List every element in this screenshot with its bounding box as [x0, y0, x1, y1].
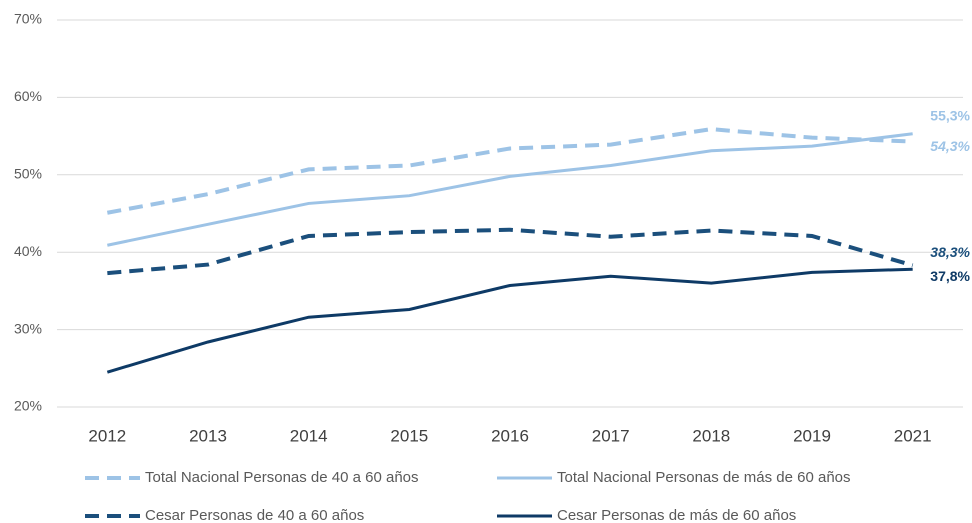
x-tick-label: 2018: [692, 426, 730, 445]
series-line: [107, 227, 914, 276]
legend-label: Total Nacional Personas de 40 a 60 años: [145, 469, 419, 486]
y-tick-label: 70%: [14, 11, 42, 27]
x-tick-label: 2013: [189, 426, 227, 445]
y-tick-label: 30%: [14, 320, 42, 336]
value-label: 54,3%: [930, 138, 970, 154]
y-tick-label: 20%: [14, 398, 42, 414]
x-tick-label: 2012: [88, 426, 126, 445]
x-tick-label: 2021: [894, 426, 932, 445]
series-line: [106, 127, 913, 215]
legend-label: Total Nacional Personas de más de 60 año…: [557, 469, 851, 486]
y-tick-label: 50%: [14, 166, 42, 182]
y-tick-label: 40%: [14, 243, 42, 259]
legend-label: Cesar Personas de 40 a 60 años: [145, 507, 364, 523]
value-label: 38,3%: [930, 244, 970, 260]
x-tick-label: 2019: [793, 426, 831, 445]
value-label: 37,8%: [930, 268, 970, 284]
x-tick-label: 2014: [290, 426, 328, 445]
x-tick-label: 2016: [491, 426, 529, 445]
y-tick-label: 60%: [14, 88, 42, 104]
legend-label: Cesar Personas de más de 60 años: [557, 507, 796, 523]
series-line: [107, 132, 913, 247]
x-tick-label: 2015: [390, 426, 428, 445]
x-tick-label: 2017: [592, 426, 630, 445]
value-label: 55,3%: [930, 107, 970, 123]
series-line: [106, 267, 913, 374]
